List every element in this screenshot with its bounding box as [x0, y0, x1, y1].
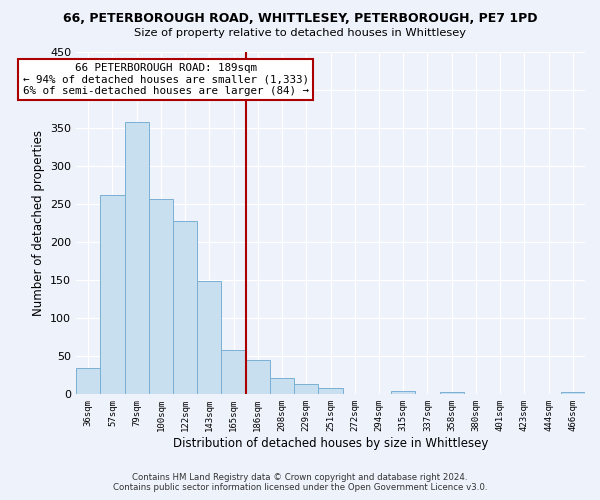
Bar — [319, 388, 343, 394]
Bar — [173, 220, 197, 394]
Text: Contains HM Land Registry data © Crown copyright and database right 2024.
Contai: Contains HM Land Registry data © Crown c… — [113, 473, 487, 492]
Bar — [76, 368, 100, 394]
Bar — [100, 194, 125, 394]
Y-axis label: Number of detached properties: Number of detached properties — [32, 130, 44, 316]
Bar — [391, 392, 415, 394]
Bar — [221, 350, 246, 395]
Bar — [246, 360, 270, 394]
Bar — [125, 122, 149, 394]
X-axis label: Distribution of detached houses by size in Whittlesey: Distribution of detached houses by size … — [173, 437, 488, 450]
Text: 66, PETERBOROUGH ROAD, WHITTLESEY, PETERBOROUGH, PE7 1PD: 66, PETERBOROUGH ROAD, WHITTLESEY, PETER… — [63, 12, 537, 26]
Bar — [149, 198, 173, 394]
Bar — [440, 392, 464, 394]
Text: Size of property relative to detached houses in Whittlesey: Size of property relative to detached ho… — [134, 28, 466, 38]
Text: 66 PETERBOROUGH ROAD: 189sqm
← 94% of detached houses are smaller (1,333)
6% of : 66 PETERBOROUGH ROAD: 189sqm ← 94% of de… — [23, 63, 309, 96]
Bar — [197, 281, 221, 394]
Bar — [561, 392, 585, 394]
Bar — [270, 378, 294, 394]
Bar — [294, 384, 319, 394]
